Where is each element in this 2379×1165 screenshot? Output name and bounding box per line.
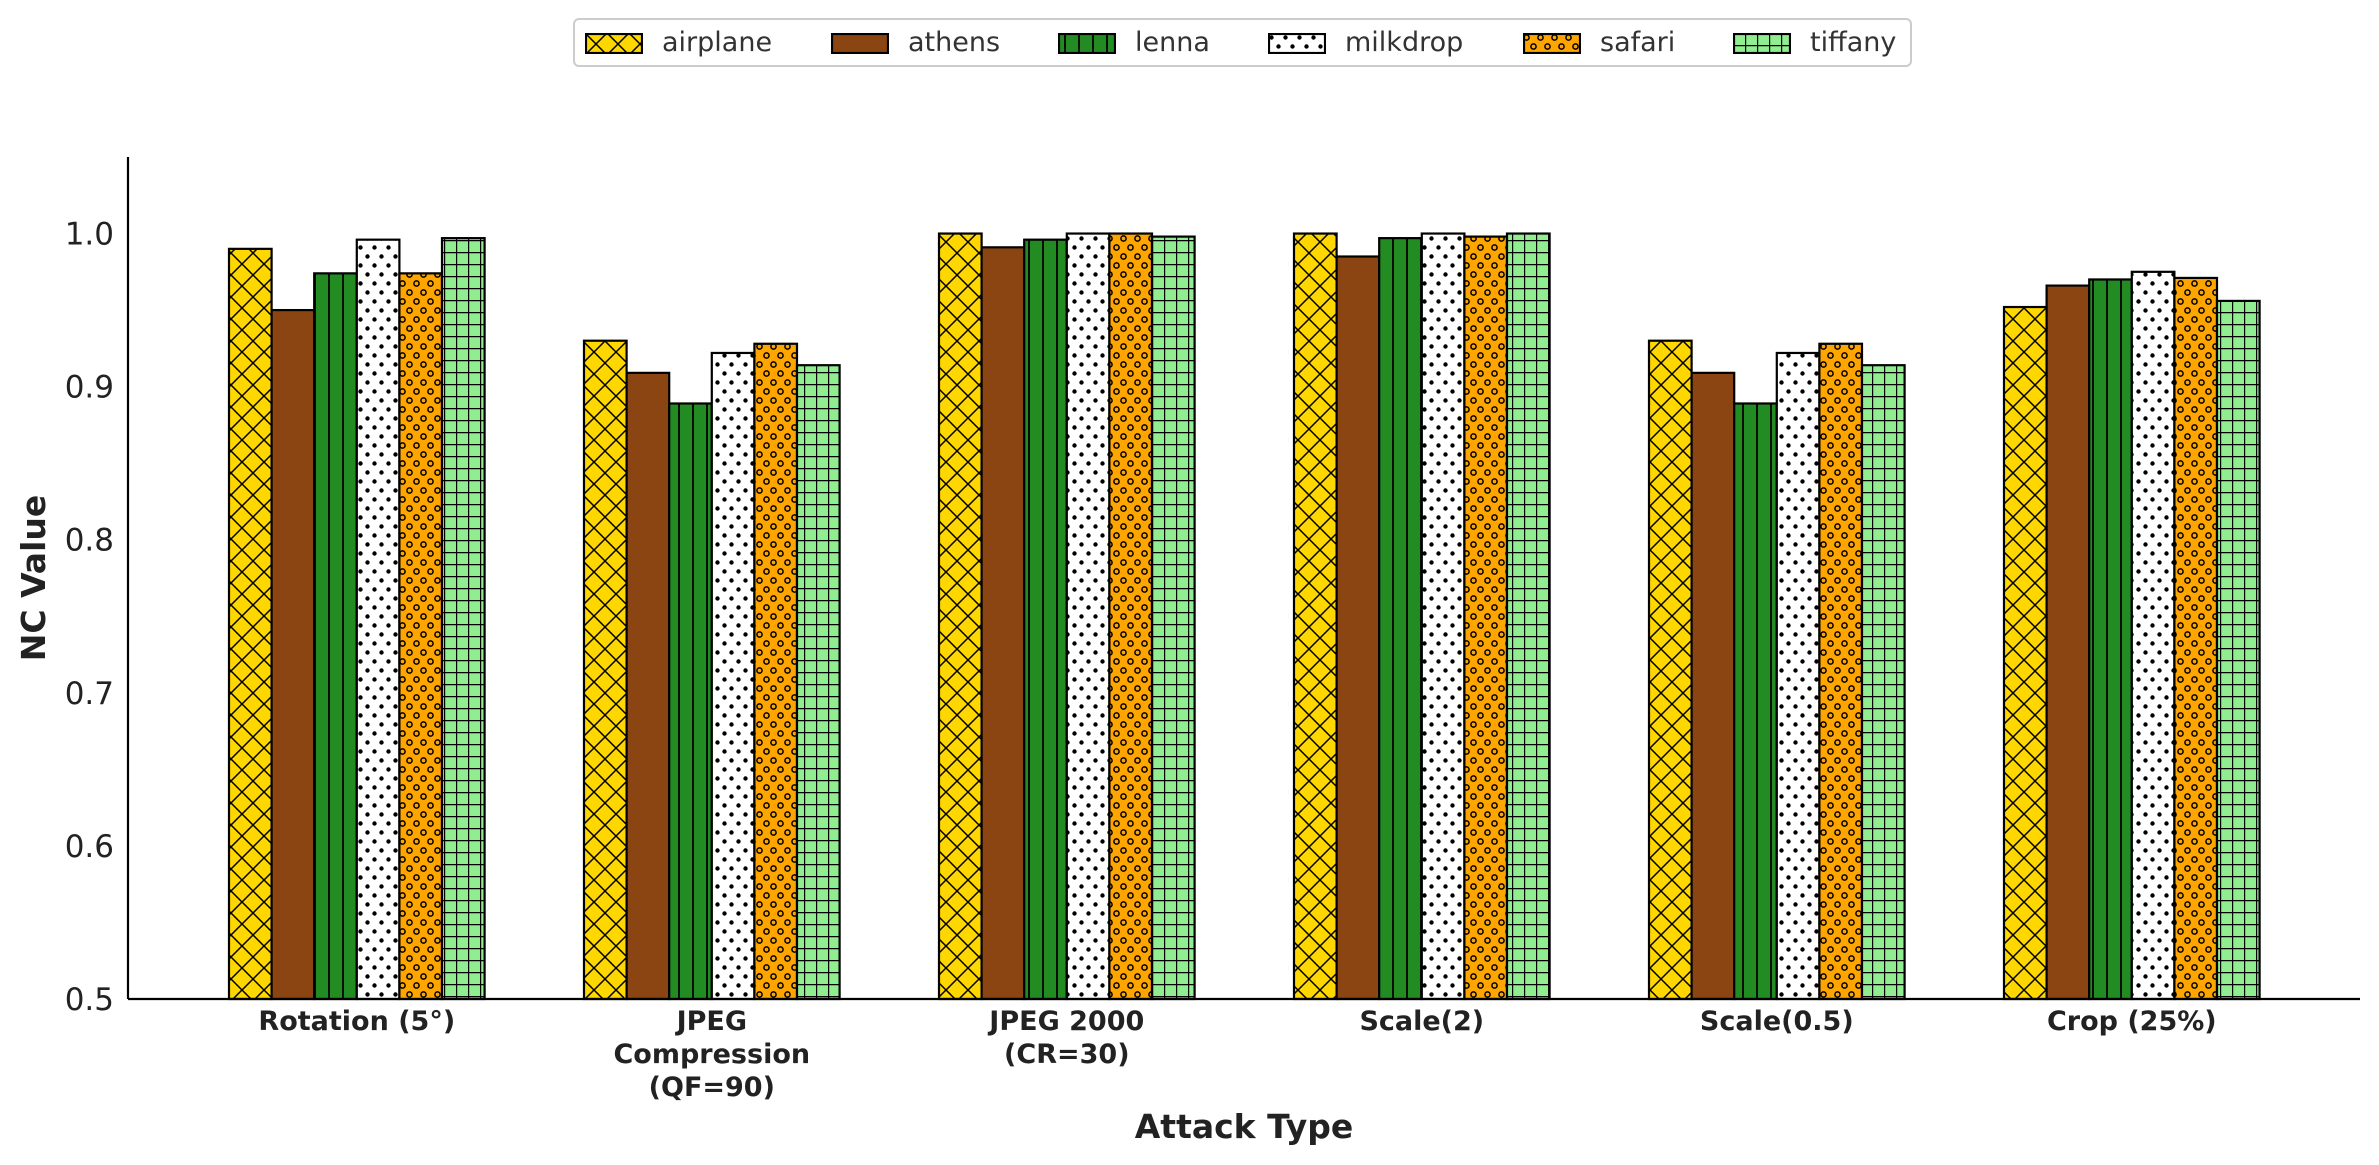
- chart-legend: airplane athens lenna milkdrop safari tiffany: [573, 18, 1912, 67]
- bar-athens-1: [626, 372, 670, 1000]
- bar-pattern-airplane-4: [1649, 340, 1692, 999]
- x-tick-label: Rotation (5°): [258, 1006, 455, 1037]
- legend-label-lenna: lenna: [1135, 27, 1210, 58]
- series-lenna: [313, 237, 2133, 1001]
- bar-pattern-airplane-0: [229, 248, 272, 999]
- bar-pattern-lenna-2: [1024, 239, 1067, 1000]
- legend-swatch-airplane: [585, 33, 643, 54]
- legend-label-milkdrop: milkdrop: [1345, 27, 1464, 58]
- x-tick-label: Crop (25%): [2047, 1006, 2217, 1037]
- bar-pattern-milkdrop-0: [356, 239, 400, 1000]
- bar-pattern-airplane-2: [939, 233, 982, 999]
- bar-pattern-milkdrop-5: [2131, 271, 2175, 999]
- bar-pattern-tiffany-1: [797, 365, 840, 1000]
- series-airplane: [227, 232, 2048, 1001]
- bar-pattern-milkdrop-4: [1776, 352, 1820, 999]
- y-tick-label: 0.9: [65, 370, 114, 406]
- x-tick-label: JPEG 2000 (CR=30): [987, 1006, 1144, 1070]
- bar-pattern-airplane-1: [584, 340, 627, 999]
- bar-pattern-milkdrop-2: [1066, 233, 1110, 999]
- x-tick-label: JPEG Compression (QF=90): [613, 1006, 810, 1103]
- bar-athens-3: [1336, 256, 1380, 999]
- bar-pattern-safari-1: [754, 343, 797, 1000]
- bar-pattern-tiffany-4: [1862, 365, 1905, 1000]
- bar-pattern-milkdrop-1: [711, 352, 755, 999]
- legend-swatch-milkdrop: [1268, 33, 1326, 54]
- x-tick-label: Scale(2): [1359, 1006, 1484, 1037]
- legend-swatch-safari: [1523, 33, 1581, 54]
- legend-swatch-athens: [831, 33, 889, 54]
- y-tick-label: 0.5: [65, 982, 114, 1018]
- bar-athens-2: [981, 247, 1025, 1000]
- y-tick-label: 0.7: [65, 676, 114, 712]
- y-tick-label: 1.0: [65, 217, 114, 253]
- y-axis-title: NC Value: [14, 495, 53, 662]
- legend-label-athens: athens: [908, 27, 1001, 58]
- legend-label-airplane: airplane: [662, 27, 773, 58]
- bar-pattern-airplane-3: [1294, 233, 1337, 999]
- series-safari: [398, 232, 2219, 1001]
- bar-athens-0: [271, 310, 315, 999]
- series-athens: [270, 246, 2091, 1001]
- bar-athens-4: [1691, 372, 1735, 1000]
- bar-athens-5: [2046, 285, 2090, 999]
- bar-pattern-tiffany-2: [1152, 236, 1195, 999]
- x-axis-title: Attack Type: [1135, 1107, 1353, 1146]
- bar-pattern-lenna-5: [2089, 279, 2132, 999]
- bar-pattern-lenna-1: [669, 403, 712, 1000]
- x-tick-label: Scale(0.5): [1700, 1006, 1854, 1037]
- bar-pattern-safari-3: [1464, 236, 1507, 999]
- bar-pattern-airplane-5: [2004, 307, 2047, 1000]
- legend-swatch-lenna: [1058, 33, 1116, 54]
- series-tiffany: [440, 232, 2261, 1001]
- bar-pattern-safari-5: [2174, 277, 2217, 1000]
- bar-pattern-tiffany-3: [1507, 233, 1550, 999]
- bar-pattern-lenna-3: [1379, 238, 1422, 999]
- legend-label-safari: safari: [1600, 27, 1676, 58]
- y-tick-label: 0.8: [65, 523, 114, 559]
- bar-pattern-tiffany-0: [442, 238, 485, 999]
- bar-pattern-milkdrop-3: [1421, 233, 1465, 999]
- bar-pattern-lenna-0: [314, 273, 357, 999]
- bar-pattern-lenna-4: [1734, 403, 1777, 1000]
- series-milkdrop: [355, 232, 2176, 1001]
- bar-pattern-safari-4: [1819, 343, 1862, 1000]
- bar-pattern-tiffany-5: [2217, 300, 2260, 999]
- bar-pattern-safari-2: [1109, 233, 1152, 999]
- bar-pattern-safari-0: [399, 273, 442, 999]
- legend-swatch-tiffany: [1733, 33, 1791, 54]
- legend-label-tiffany: tiffany: [1810, 27, 1897, 58]
- y-tick-label: 0.6: [65, 829, 114, 865]
